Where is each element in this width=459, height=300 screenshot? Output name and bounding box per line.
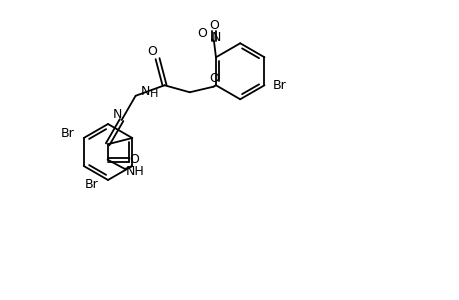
Text: O: O [208,19,218,32]
Text: N: N [211,31,220,44]
Text: H: H [149,89,157,99]
Text: N: N [140,85,150,98]
Text: N: N [112,108,122,121]
Text: Br: Br [272,79,285,92]
Text: O: O [209,72,219,85]
Text: O: O [196,27,207,40]
Text: Br: Br [61,127,74,140]
Text: NH: NH [125,165,144,178]
Text: Br: Br [85,178,99,191]
Text: O: O [129,153,139,166]
Text: O: O [147,45,157,58]
